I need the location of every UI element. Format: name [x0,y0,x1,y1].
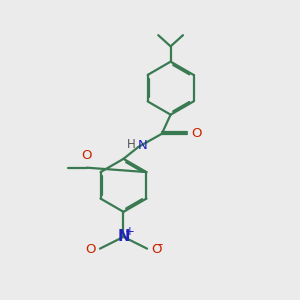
Text: N: N [117,229,130,244]
Text: O: O [191,127,202,140]
Text: −: − [153,238,163,251]
Text: O: O [81,149,92,162]
Text: O: O [151,243,162,256]
Text: N: N [138,139,147,152]
Text: H: H [127,138,135,151]
Text: O: O [85,243,96,256]
Text: +: + [125,225,135,238]
